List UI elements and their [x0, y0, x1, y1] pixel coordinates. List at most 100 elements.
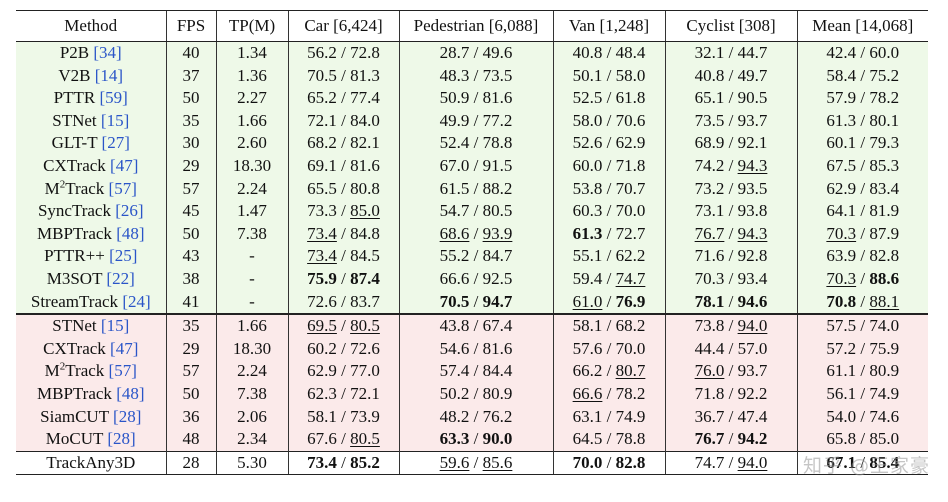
- success-value: 52.4: [439, 133, 470, 153]
- fps-cell: 57: [165, 360, 216, 383]
- precision-value: 76.9: [615, 291, 646, 311]
- precision-value: 93.7: [737, 110, 768, 130]
- tp-cell: -: [215, 267, 288, 291]
- precision-value: 70.6: [615, 110, 646, 130]
- value-separator: /: [336, 88, 351, 108]
- precision-value: 48.4: [615, 43, 646, 62]
- cyc-cell: 40.8 / 49.7: [664, 64, 797, 88]
- value-separator: /: [724, 338, 738, 358]
- success-value: 66.6: [572, 383, 603, 403]
- car-cell: 72.1 / 84.0: [287, 109, 399, 133]
- tp-cell: 1.66: [215, 313, 288, 338]
- success-value: 76.7: [694, 223, 725, 243]
- success-value: 57.4: [439, 361, 470, 381]
- table-row: MBPTrack [48] 50 7.38 62.3 / 72.1 50.2 / 80.…: [16, 382, 928, 406]
- table-row: P2B [34] 40 1.34 56.2 / 72.8 28.7 / 49.6 40.8…: [16, 41, 928, 65]
- precision-value: 74.9: [615, 406, 646, 426]
- citation-ref: [57]: [108, 178, 137, 198]
- method-name: GLT-T: [51, 133, 98, 153]
- precision-value: 74.7: [615, 268, 646, 288]
- header-pedestrian: Pedestrian [6,088]: [398, 10, 553, 42]
- table-row: MBPTrack [48] 50 7.38 73.4 / 84.8 68.6 / 93.…: [16, 222, 928, 246]
- success-value: 70.3: [694, 268, 725, 288]
- value-separator: /: [336, 361, 351, 381]
- precision-value: 61.8: [615, 88, 646, 108]
- tp-cell: 1.34: [215, 41, 288, 65]
- value-separator: /: [336, 268, 351, 288]
- success-value: 63.9: [826, 246, 857, 266]
- value-separator: /: [724, 110, 738, 130]
- header-method: Method: [16, 10, 166, 42]
- precision-value: 77.0: [350, 361, 380, 381]
- success-value: 40.8: [694, 65, 725, 85]
- cyc-cell: 70.3 / 93.4: [664, 267, 797, 291]
- table-row: V2B [14] 37 1.36 70.5 / 81.3 48.3 / 73.5 50.1…: [16, 64, 928, 88]
- citation-ref: [14]: [94, 65, 124, 85]
- ped-cell: 57.4 / 84.4: [398, 360, 553, 383]
- success-value: 54.6: [439, 338, 470, 358]
- success-value: 70.0: [572, 452, 603, 472]
- car-cell: 69.5 / 80.5: [287, 313, 399, 338]
- fps-cell: 43: [165, 245, 216, 268]
- method-name: M: [44, 178, 60, 198]
- success-value: 73.4: [307, 223, 337, 243]
- success-value: 68.6: [439, 223, 470, 243]
- precision-value: 74.6: [869, 406, 900, 426]
- value-separator: /: [602, 88, 616, 108]
- precision-value: 92.8: [737, 246, 768, 266]
- success-value: 52.5: [572, 88, 603, 108]
- value-separator: /: [602, 223, 616, 243]
- van-cell: 59.4 / 74.7: [552, 267, 665, 291]
- success-value: 59.6: [439, 452, 470, 472]
- success-value: 64.1: [826, 201, 857, 221]
- success-value: 50.9: [439, 88, 470, 108]
- watermark: 知乎 @王家豪: [802, 455, 930, 477]
- ped-cell: 67.0 / 91.5: [398, 154, 553, 178]
- precision-value: 94.7: [482, 291, 513, 311]
- precision-value: 44.7: [737, 43, 768, 62]
- method-superscript: 2: [59, 360, 66, 373]
- success-value: 65.2: [307, 88, 337, 108]
- precision-value: 81.9: [869, 201, 900, 221]
- value-separator: /: [336, 246, 351, 266]
- citation-ref: [57]: [108, 361, 137, 381]
- precision-value: 79.3: [869, 133, 900, 153]
- tp-cell: -: [215, 245, 288, 268]
- ped-cell: 63.3 / 90.0: [398, 428, 553, 452]
- car-cell: 73.3 / 85.0: [287, 200, 399, 223]
- ped-cell: 28.7 / 49.6: [398, 41, 553, 65]
- value-separator: /: [336, 223, 351, 243]
- mean-cell: 70.3 / 87.9: [796, 222, 928, 246]
- precision-value: 83.4: [869, 178, 900, 198]
- value-separator: /: [602, 110, 616, 130]
- method-name: M3SOT: [46, 268, 103, 288]
- value-separator: /: [469, 155, 483, 175]
- success-value: 60.1: [826, 133, 857, 153]
- value-separator: /: [724, 155, 738, 175]
- success-value: 57.9: [826, 88, 857, 108]
- precision-value: 73.9: [350, 406, 380, 426]
- value-separator: /: [469, 291, 483, 311]
- table-row: CXTrack [47] 29 18.30 69.1 / 81.6 67.0 / 91.…: [16, 154, 928, 178]
- value-separator: /: [336, 201, 351, 221]
- van-cell: 40.8 / 48.4: [552, 41, 665, 65]
- value-separator: /: [602, 201, 616, 221]
- method-name: SiamCUT: [40, 406, 109, 426]
- precision-value: 78.8: [482, 133, 513, 153]
- success-value: 75.9: [307, 268, 337, 288]
- success-value: 57.5: [826, 316, 857, 336]
- method-superscript: 2: [59, 177, 66, 190]
- tp-cell: 2.60: [215, 132, 288, 155]
- table-row: M3SOT [22] 38-75.9 / 87.4 66.6 / 92.5 59.4 …: [16, 267, 928, 291]
- value-separator: /: [336, 65, 351, 85]
- tp-cell: 7.38: [215, 382, 288, 406]
- success-value: 58.1: [307, 406, 337, 426]
- table-row: CXTrack [47] 29 18.30 60.2 / 72.6 54.6 / 81.…: [16, 337, 928, 361]
- value-separator: /: [856, 155, 870, 175]
- ped-cell: 54.7 / 80.5: [398, 200, 553, 223]
- value-separator: /: [724, 316, 738, 336]
- method-cell: SyncTrack [26]: [16, 200, 166, 223]
- value-separator: /: [336, 110, 351, 130]
- citation-ref: [34]: [93, 43, 122, 62]
- cyc-cell: 36.7 / 47.4: [664, 405, 797, 429]
